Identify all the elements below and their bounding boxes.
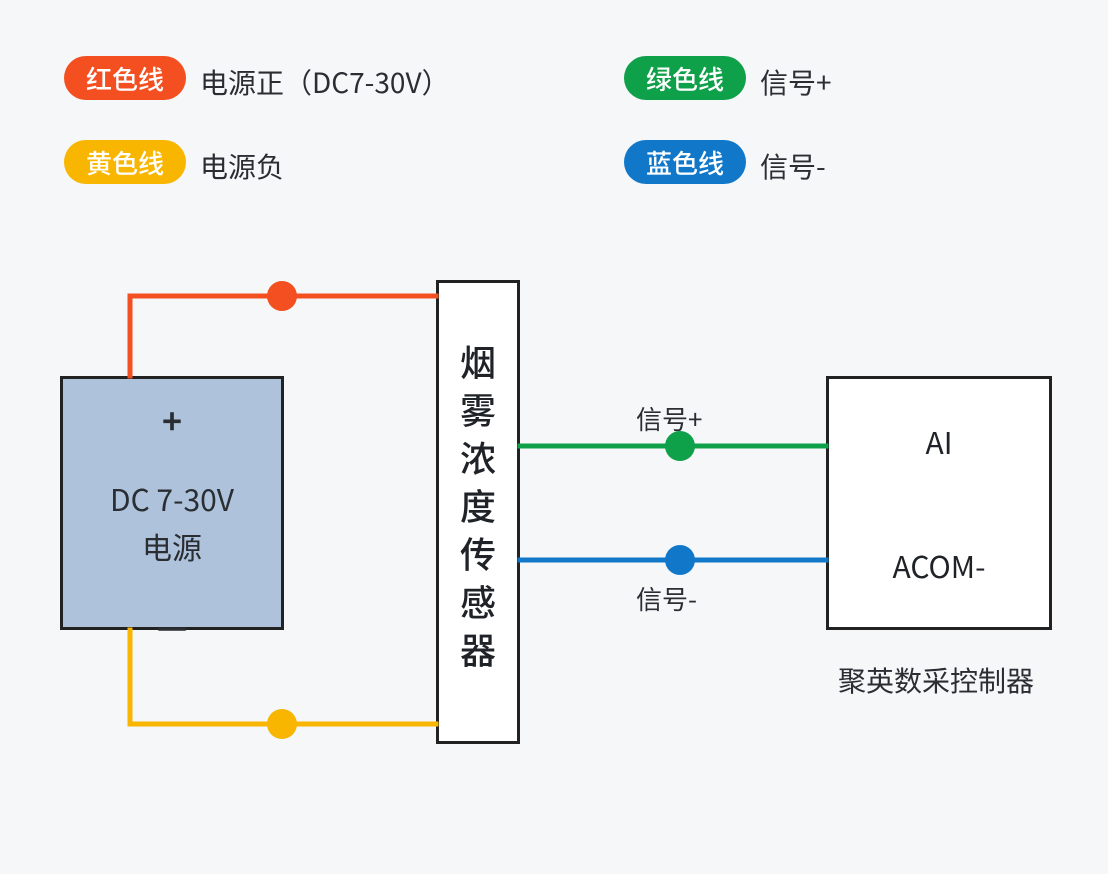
sensor-label: 烟雾浓度传感器 (452, 344, 504, 680)
power-name-label: 电源 (63, 522, 281, 570)
legend-desc-red: 电源正（DC7-30V） (200, 62, 450, 102)
wire-red (130, 296, 436, 376)
legend-pill-green: 绿色线 (624, 56, 746, 100)
controller-ai-label: AI (925, 419, 952, 463)
diagram-canvas: 红色线 电源正（DC7-30V） 黄色线 电源负 绿色线 信号+ 蓝色线 信号-… (0, 0, 1108, 874)
legend-desc-blue: 信号- (760, 146, 826, 186)
controller-box: AI ACOM- (826, 376, 1052, 630)
controller-caption: 聚英数采控制器 (838, 660, 1034, 700)
power-supply-box: + DC 7-30V 电源 — (60, 376, 284, 630)
signal-plus-label: 信号+ (636, 400, 702, 437)
legend-desc-yellow: 电源负 (200, 146, 284, 186)
dot-yellow (267, 709, 297, 739)
sensor-box: 烟雾浓度传感器 (436, 280, 520, 744)
power-voltage-label: DC 7-30V (63, 474, 281, 522)
power-minus-label: — (63, 600, 281, 649)
dot-red (267, 281, 297, 311)
legend-pill-blue: 蓝色线 (624, 140, 746, 184)
signal-minus-label: 信号- (636, 580, 697, 617)
dot-blue (665, 545, 695, 575)
legend-pill-yellow: 黄色线 (64, 140, 186, 184)
controller-acom-label: ACOM- (892, 543, 985, 587)
legend-desc-green: 信号+ (760, 62, 832, 102)
power-plus-label: + (63, 395, 281, 444)
legend-pill-red: 红色线 (64, 56, 186, 100)
